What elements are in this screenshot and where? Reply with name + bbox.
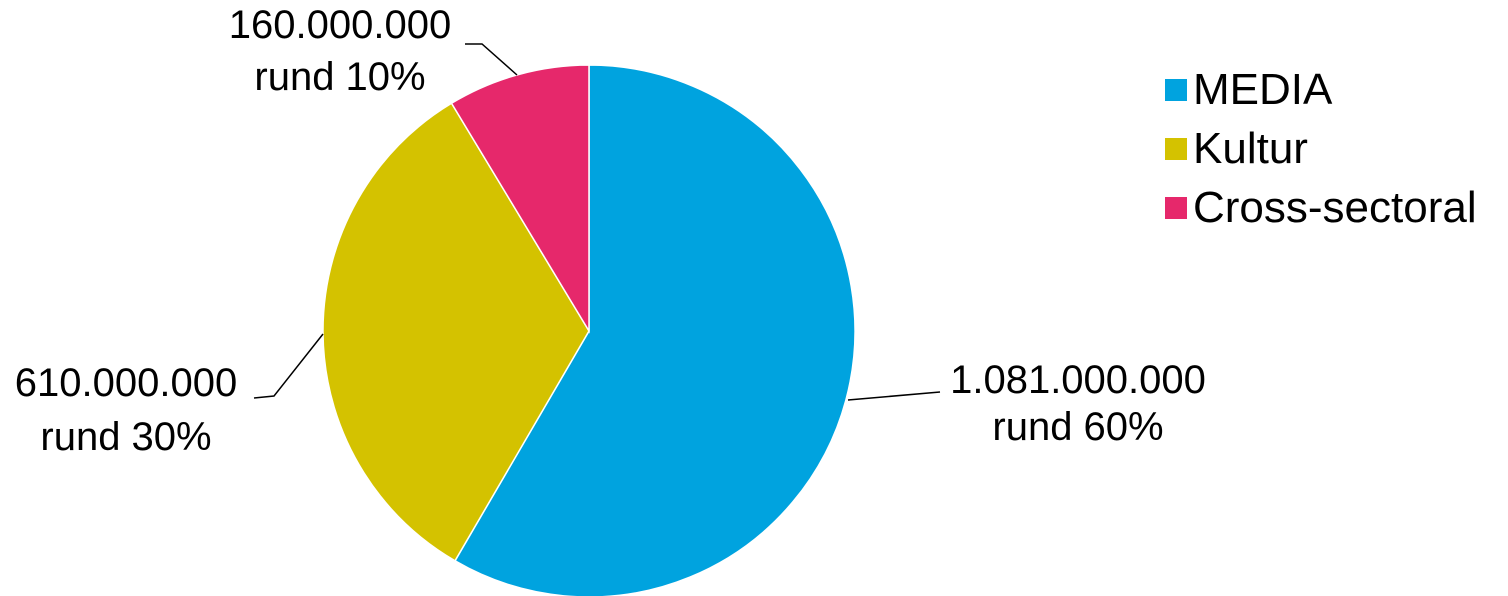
pie-slice-kultur xyxy=(322,102,590,562)
leader-line-kultur xyxy=(253,333,324,399)
legend-item-media: MEDIA xyxy=(1165,62,1477,118)
legend-swatch-media xyxy=(1165,79,1187,101)
chart-legend: MEDIA Kultur Cross-sectoral xyxy=(1165,62,1477,239)
legend-item-cross-sectoral: Cross-sectoral xyxy=(1165,180,1477,236)
legend-label-kultur: Kultur xyxy=(1193,124,1308,173)
pie-slice-media xyxy=(453,64,856,596)
leader-lines xyxy=(253,43,941,401)
leader-line-cross-sectoral xyxy=(465,43,518,76)
data-labels: 1.081.000.000 rund 60% 610.000.000 rund … xyxy=(15,3,1206,459)
legend-label-media: MEDIA xyxy=(1193,65,1333,114)
pie-slices xyxy=(322,64,856,596)
leader-line-media xyxy=(847,391,941,401)
data-label-kultur-percent: rund 30% xyxy=(40,415,211,459)
data-label-kultur-value: 610.000.000 xyxy=(15,361,237,405)
legend-label-cross-sectoral: Cross-sectoral xyxy=(1193,183,1477,232)
pie-slice-cross-sectoral xyxy=(450,64,590,334)
data-label-cross-sectoral-value: 160.000.000 xyxy=(229,3,451,47)
legend-swatch-kultur xyxy=(1165,138,1187,160)
data-label-cross-sectoral-percent: rund 10% xyxy=(254,55,425,99)
legend-swatch-cross-sectoral xyxy=(1165,197,1187,219)
legend-item-kultur: Kultur xyxy=(1165,121,1477,177)
data-label-media-value: 1.081.000.000 xyxy=(950,358,1206,402)
data-label-media-percent: rund 60% xyxy=(992,405,1163,449)
